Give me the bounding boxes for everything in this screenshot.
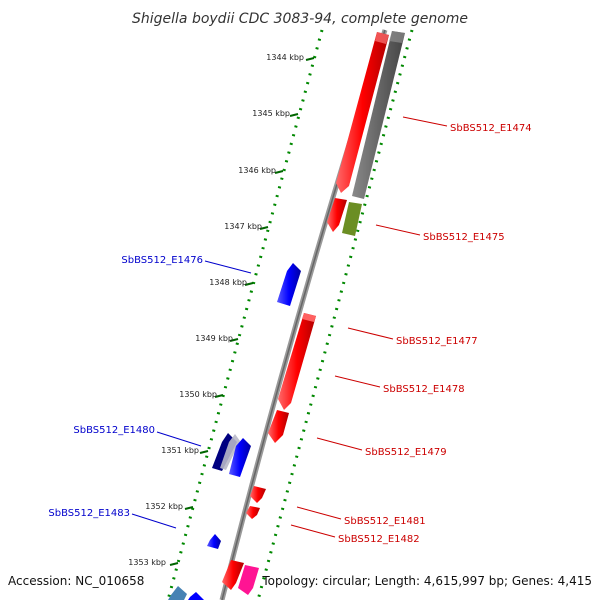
tick-1348	[244, 282, 254, 286]
tick-label-1349: 1349 kbp	[195, 334, 233, 343]
leader-e1479	[316, 437, 363, 451]
gene-label-e1474[interactable]: SbBS512_E1474	[450, 123, 532, 134]
tick-label-1346: 1346 kbp	[238, 166, 276, 175]
gene-arrow-bottom-blue[interactable]	[188, 592, 204, 600]
gene-label-e1477[interactable]: SbBS512_E1477	[396, 336, 478, 347]
gene-arrow-e1480[interactable]	[229, 438, 251, 477]
gene-arrow-e1482[interactable]	[246, 506, 260, 519]
ruler-ticks	[169, 57, 315, 566]
gene-label-e1480[interactable]: SbBS512_E1480	[73, 425, 155, 436]
gene-label-e1479[interactable]: SbBS512_E1479	[365, 447, 447, 458]
tick-label-1348: 1348 kbp	[209, 278, 247, 287]
gene-arrow-e1481[interactable]	[250, 486, 266, 503]
gene-label-e1478[interactable]: SbBS512_E1478	[383, 384, 465, 395]
tick-label-1347: 1347 kbp	[224, 222, 262, 231]
tick-1350	[214, 394, 224, 398]
gene-label-e1476[interactable]: SbBS512_E1476	[121, 255, 203, 266]
gene-arrow-bottom-pink[interactable]	[238, 565, 259, 595]
leader-e1481	[296, 506, 342, 520]
tick-1345	[289, 113, 299, 117]
gene-label-e1482[interactable]: SbBS512_E1482	[338, 534, 420, 545]
genome-summary-text: Topology: circular; Length: 4,615,997 bp…	[262, 574, 592, 588]
gc-content-block	[352, 31, 405, 199]
gene-arrow-bottom-red[interactable]	[222, 560, 244, 590]
map-title: Shigella boydii CDC 3083-94, complete ge…	[132, 11, 468, 27]
leader-e1483	[131, 513, 177, 529]
leader-e1474	[402, 116, 448, 127]
leader-e1480	[156, 431, 202, 447]
tick-label-1352: 1352 kbp	[145, 502, 183, 511]
tick-1347	[259, 226, 269, 230]
gene-arrow-bottom-steel[interactable]	[168, 586, 187, 600]
tick-1352	[184, 506, 194, 510]
gene-arrow-e1474[interactable]	[336, 32, 389, 193]
gene-arrow-e1476[interactable]	[277, 263, 301, 306]
gene-label-e1483[interactable]: SbBS512_E1483	[48, 508, 130, 519]
leader-e1477	[347, 327, 394, 340]
gene-arrow-e1477[interactable]	[278, 313, 316, 410]
tick-1349	[229, 338, 239, 342]
tick-1351	[199, 450, 209, 454]
tick-label-1345: 1345 kbp	[252, 109, 290, 118]
accession-text: Accession: NC_010658	[8, 574, 145, 588]
gene-label-e1475[interactable]: SbBS512_E1475	[423, 232, 505, 243]
tick-label-1353: 1353 kbp	[128, 558, 166, 567]
tick-1353	[169, 562, 179, 566]
leader-e1476	[204, 260, 252, 274]
leader-e1478	[334, 375, 381, 388]
gene-label-e1481[interactable]: SbBS512_E1481	[344, 516, 426, 527]
gene-arrow-e1477-cap	[302, 313, 316, 322]
tick-label-1350: 1350 kbp	[179, 390, 217, 399]
gene-arrow-e1474-cap	[375, 32, 389, 44]
leader-e1475	[375, 224, 421, 236]
tick-label-1351: 1351 kbp	[161, 446, 199, 455]
tick-1346	[274, 170, 284, 174]
gene-arrow-e1479[interactable]	[268, 410, 289, 443]
gene-arrow-e1483[interactable]	[207, 534, 221, 549]
tick-1344	[305, 57, 315, 61]
gc-content-block-cap	[389, 31, 405, 43]
pseudo-gene-block[interactable]	[342, 202, 362, 236]
gene-e1480-overlap	[220, 434, 240, 470]
tick-label-1344: 1344 kbp	[266, 53, 304, 62]
gene-arrow-e1475[interactable]	[327, 198, 347, 232]
leader-e1482	[290, 524, 336, 538]
